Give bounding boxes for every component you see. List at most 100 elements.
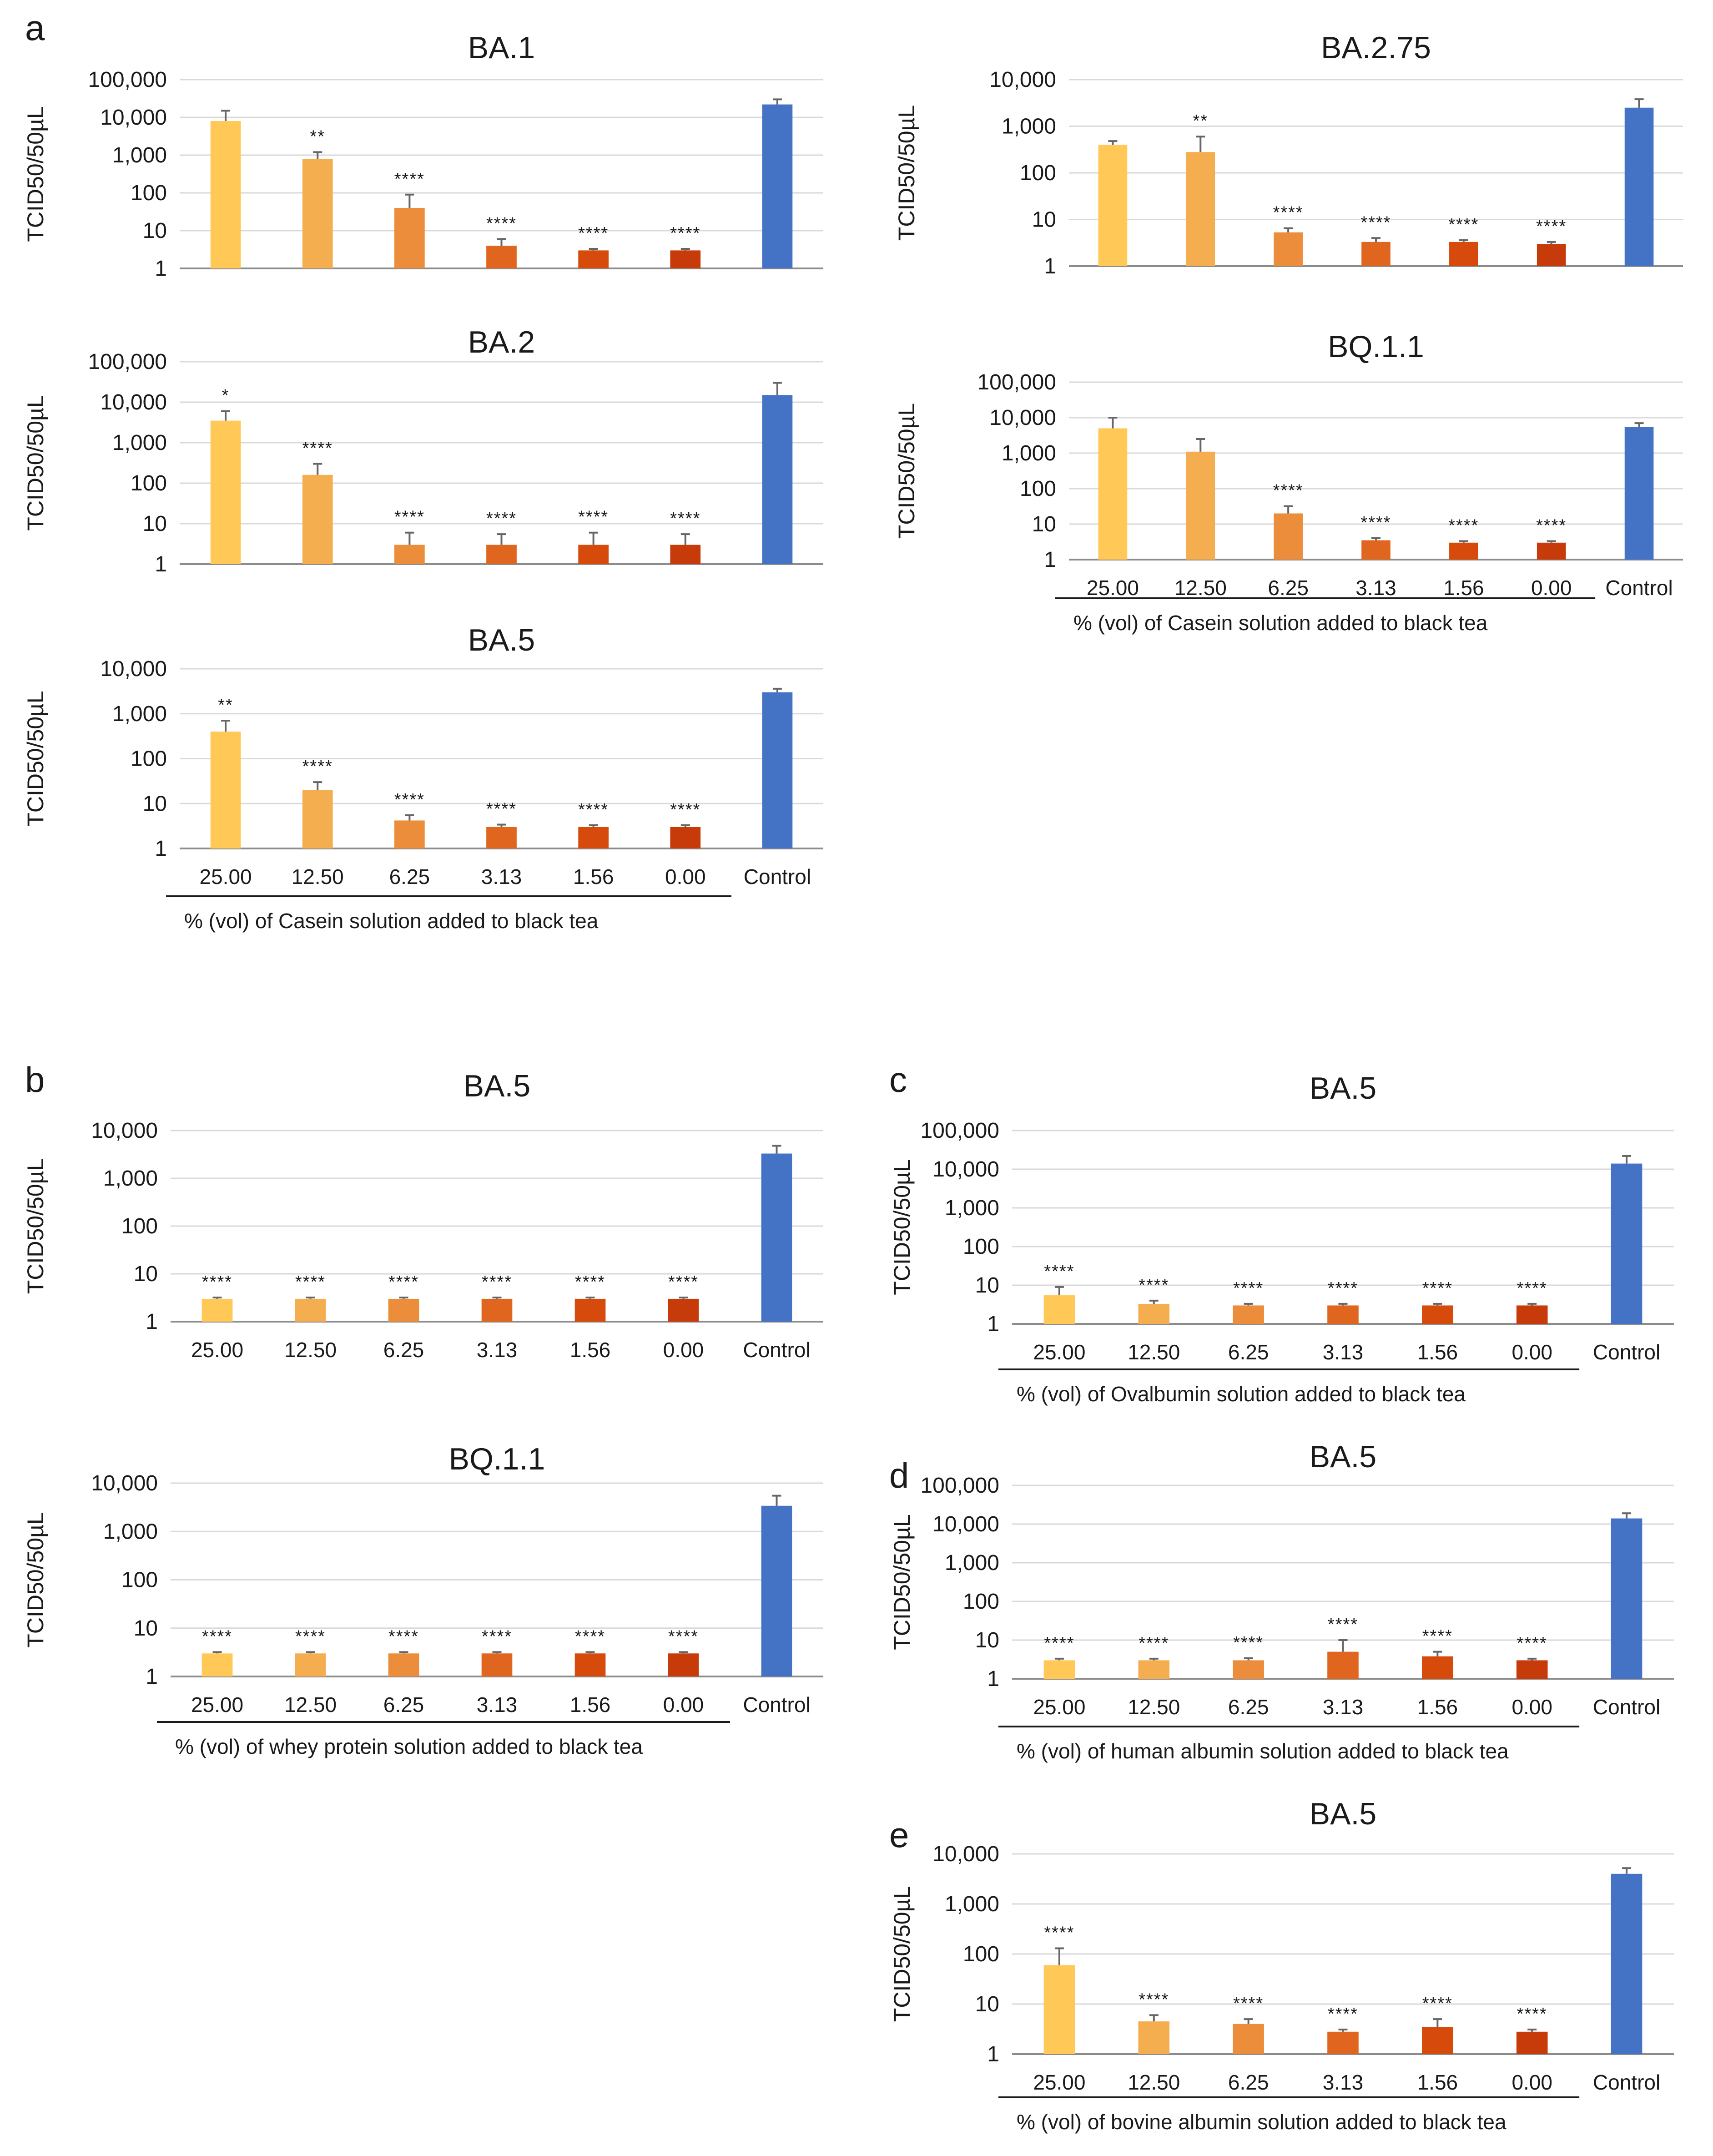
chart-title: BA.2.75 — [1321, 30, 1431, 65]
significance-label: **** — [1233, 1633, 1264, 1652]
significance-label: **** — [1328, 1615, 1358, 1634]
x-tick-label: 6.25 — [1228, 2070, 1269, 2094]
bar-6.25 — [1233, 2024, 1264, 2054]
x-tick-label: 1.56 — [1417, 1340, 1458, 1364]
significance-label: **** — [202, 1627, 232, 1646]
chart-title: BA.5 — [468, 623, 535, 657]
significance-label: **** — [1360, 213, 1391, 232]
bar-Control — [761, 1153, 792, 1322]
y-tick-label: 10 — [975, 1628, 999, 1652]
significance-label: **** — [1139, 1990, 1169, 2009]
y-tick-label: 1 — [987, 2042, 999, 2066]
y-tick-label: 10 — [975, 1273, 999, 1298]
panel-label-d: d — [889, 1455, 909, 1495]
y-tick-label: 10,000 — [989, 406, 1056, 430]
bar-25.00 — [1043, 1965, 1075, 2054]
y-axis-label: TCID50/50µL — [889, 1159, 915, 1295]
x-tick-label: 0.00 — [665, 865, 706, 889]
bar-12.50 — [1138, 1660, 1170, 1679]
significance-label: **** — [1233, 1279, 1264, 1298]
significance-label: **** — [1448, 215, 1479, 234]
chart-6-b: BQ.1.1 1 10 100 1,000 10,000 TCID50/50µL **** 25… — [23, 1442, 823, 1758]
y-tick-label: 10,000 — [91, 1471, 158, 1495]
x-tick-label: Control — [1605, 576, 1673, 600]
significance-label: **** — [1273, 481, 1304, 500]
x-tick-label: 12.50 — [1174, 576, 1227, 600]
bar-1.56 — [1422, 1305, 1453, 1324]
bar-3.13 — [1327, 1305, 1359, 1324]
y-tick-label: 100 — [131, 747, 167, 771]
bar-Control — [762, 692, 793, 848]
x-tick-label: 3.13 — [477, 1693, 518, 1717]
y-tick-label: 10 — [1032, 208, 1056, 232]
bar-1.56 — [578, 827, 609, 848]
y-tick-label: 1 — [1044, 254, 1056, 278]
significance-label: **** — [578, 224, 609, 243]
bar-12.50 — [1138, 2021, 1170, 2054]
bar-1.56 — [578, 545, 609, 564]
significance-label: **** — [202, 1272, 232, 1292]
significance-label: **** — [668, 1627, 699, 1646]
significance-label: **** — [1536, 217, 1567, 236]
bar-3.13 — [1361, 540, 1391, 560]
bar-Control — [762, 104, 793, 268]
y-tick-label: 1 — [146, 1310, 158, 1334]
bar-1.56 — [574, 1298, 606, 1322]
bar-12.50 — [1138, 1303, 1170, 1324]
x-tick-label: 25.00 — [1033, 1340, 1085, 1364]
x-tick-label: Control — [743, 1338, 810, 1362]
bar-6.25 — [1274, 232, 1303, 266]
bar-6.25 — [394, 545, 425, 564]
y-tick-label: 10,000 — [100, 657, 167, 681]
bar-6.25 — [394, 208, 425, 268]
bar-0.00 — [1537, 244, 1566, 266]
x-tick-label: Control — [743, 1693, 810, 1717]
y-tick-label: 10 — [975, 1992, 999, 2016]
bar-3.13 — [481, 1298, 513, 1322]
x-tick-label: 6.25 — [383, 1338, 424, 1362]
x-tick-label: 6.25 — [1228, 1695, 1269, 1719]
bar-Control — [1624, 427, 1654, 560]
x-tick-label: 25.00 — [191, 1693, 243, 1717]
y-tick-label: 10,000 — [100, 390, 167, 414]
x-axis-caption: % (vol) of human albumin solution added … — [1017, 1739, 1509, 1763]
bar-0.00 — [670, 250, 701, 268]
x-tick-label: 12.50 — [1128, 1695, 1180, 1719]
bar-25.00 — [202, 1653, 233, 1676]
significance-label: **** — [1328, 2005, 1358, 2024]
x-axis-caption: % (vol) of Casein solution added to blac… — [184, 909, 599, 933]
significance-label: **** — [482, 1272, 512, 1292]
y-tick-label: 100 — [131, 181, 167, 205]
bar-1.56 — [574, 1653, 606, 1676]
bar-0.00 — [1516, 1660, 1548, 1679]
significance-label: **** — [1360, 513, 1391, 532]
significance-label: **** — [1044, 1262, 1074, 1281]
bar-0.00 — [668, 1298, 699, 1322]
bar-Control — [1624, 107, 1654, 266]
chart-9-e: BA.5 1 10 100 1,000 10,000 TCID50/50µL **** 25.0… — [889, 1797, 1674, 2134]
x-axis-caption: % (vol) of Ovalbumin solution added to b… — [1017, 1382, 1466, 1406]
y-tick-label: 100 — [963, 1942, 999, 1966]
significance-label: **** — [1422, 1279, 1453, 1298]
chart-4-a: BA.5 1 10 100 1,000 10,000 TCID50/50µL ** 25.00 *… — [23, 623, 823, 933]
y-tick-label: 100,000 — [920, 1119, 999, 1143]
chart-3-a: BQ.1.1 1 10 100 1,000 10,000 100,000 TCID50/50µ… — [894, 329, 1683, 635]
x-tick-label: 25.00 — [1033, 2070, 1085, 2094]
y-tick-label: 1 — [155, 552, 167, 576]
significance-label: **** — [394, 790, 425, 809]
bar-3.13 — [486, 246, 517, 268]
y-tick-label: 100 — [121, 1214, 158, 1238]
y-tick-label: 100 — [121, 1568, 158, 1592]
significance-label: **** — [1448, 516, 1479, 535]
significance-label: **** — [1517, 2005, 1547, 2024]
x-axis-caption: % (vol) of bovine albumin solution added… — [1017, 2110, 1506, 2134]
chart-title: BA.5 — [464, 1069, 530, 1103]
bar-3.13 — [1327, 1651, 1359, 1679]
bar-1.56 — [1449, 542, 1478, 560]
x-tick-label: 3.13 — [481, 865, 522, 889]
y-tick-label: 1 — [146, 1665, 158, 1689]
y-tick-label: 10,000 — [932, 1157, 999, 1182]
bar-0.00 — [1537, 542, 1566, 560]
y-tick-label: 1,000 — [112, 143, 167, 167]
